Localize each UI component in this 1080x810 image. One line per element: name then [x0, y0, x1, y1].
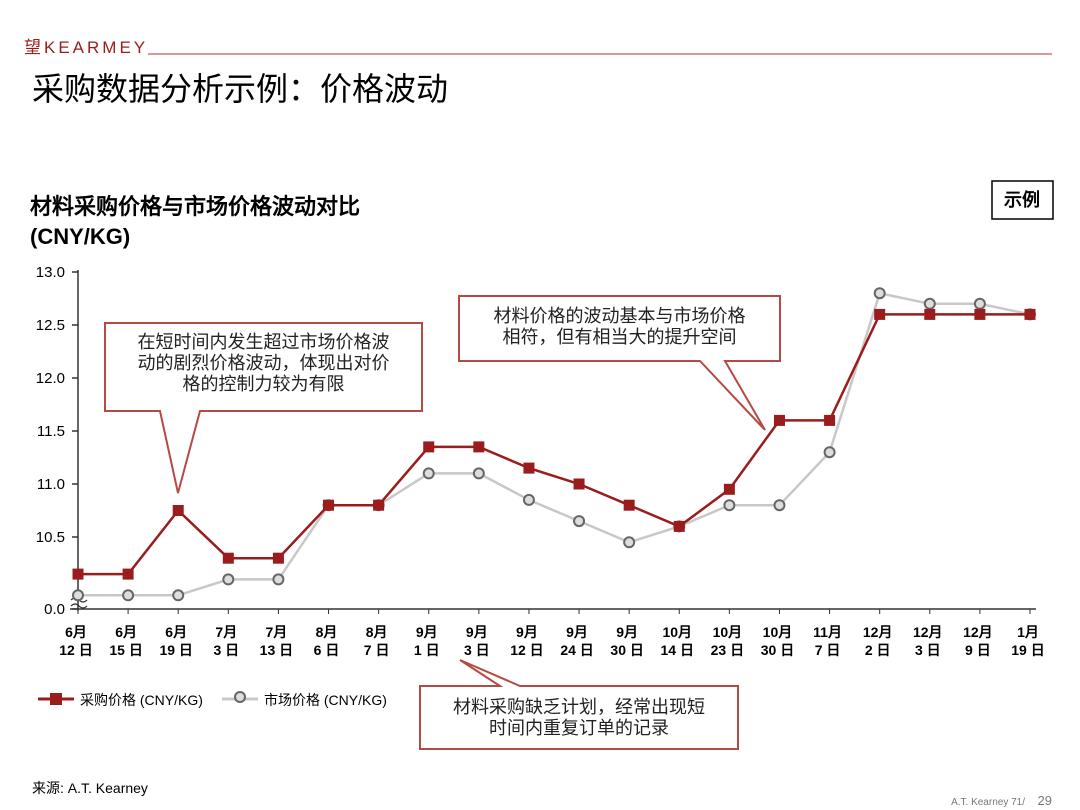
y-tick-label: 10.5: [36, 529, 65, 546]
marker: [773, 499, 786, 512]
marker: [172, 589, 185, 602]
annotation: 材料采购缺乏计划，经常出现短 时间内重复订单的记录: [453, 697, 705, 738]
chart-subtitle: (CNY/KG): [30, 224, 130, 249]
source: 来源: A.T. Kearney: [32, 780, 148, 796]
marker: [973, 297, 986, 310]
x-tick-label: 9月 24 日: [560, 624, 594, 658]
marker: [72, 568, 84, 580]
x-tick-label: 12月 3 日: [912, 624, 943, 658]
marker: [623, 536, 636, 549]
y-tick-label: 12.0: [36, 370, 65, 387]
y-tick-label: 11.5: [37, 423, 65, 440]
marker: [323, 499, 335, 511]
y-tick-label: 11.0: [37, 476, 65, 493]
marker: [974, 308, 986, 320]
logo-mark: 望: [24, 38, 41, 57]
marker: [472, 467, 485, 480]
badge-box: [991, 180, 1054, 220]
marker: [1024, 308, 1036, 320]
callout-box: [104, 322, 423, 494]
x-tick-label: 9月 1 日: [413, 624, 440, 658]
x-tick-label: 6月 19 日: [159, 624, 193, 658]
marker: [423, 441, 435, 453]
marker: [874, 308, 886, 320]
y-tick-label: 12.5: [36, 317, 65, 334]
marker: [723, 483, 735, 495]
x-tick-label: 7月 13 日: [259, 624, 294, 658]
series-line: [78, 313, 1030, 576]
y-tick-label: 13.0: [36, 264, 65, 281]
legend-marker: [50, 693, 62, 705]
x-tick-label: 9月 30 日: [610, 624, 644, 658]
y-tick-label: 0.0: [44, 601, 65, 618]
x-tick-label: 10月 23 日: [710, 624, 745, 658]
marker: [573, 515, 586, 528]
x-tick-label: 9月 12 日: [510, 624, 544, 658]
x-tick-label: 11月 7 日: [813, 624, 842, 658]
marker: [122, 568, 134, 580]
marker: [522, 493, 535, 506]
badge: 示例: [1004, 189, 1040, 210]
series-line: [78, 291, 1031, 597]
marker: [673, 520, 685, 532]
annotation: 在短时间内发生超过市场价格波 动的剧烈价格波动，体现出对价 格的控制力较为有限: [137, 332, 390, 394]
marker: [924, 308, 936, 320]
marker: [222, 552, 234, 564]
marker: [773, 414, 785, 426]
x-tick-label: 8月 6 日: [313, 624, 340, 658]
x-tick-label: 7月 3 日: [213, 624, 240, 658]
x-tick-label: 6月 15 日: [109, 624, 143, 658]
x-tick-label: 6月 12 日: [59, 624, 93, 658]
footer-text: A.T. Kearney 71/: [951, 797, 1025, 808]
x-tick-label: 9月 3 日: [463, 624, 490, 658]
marker: [222, 573, 235, 586]
marker: [373, 499, 385, 511]
page-title: 采购数据分析示例：价格波动: [32, 71, 448, 107]
marker: [122, 589, 135, 602]
marker: [723, 499, 736, 512]
marker: [272, 573, 285, 586]
marker: [873, 287, 886, 300]
x-tick-label: 1月 19 日: [1011, 624, 1045, 658]
x-tick-label: 10月 30 日: [760, 624, 795, 658]
marker: [824, 414, 836, 426]
marker: [422, 467, 435, 480]
legend-marker: [234, 691, 246, 703]
marker: [523, 462, 535, 474]
x-tick-label: 12月 9 日: [963, 624, 993, 658]
chart-title: 材料采购价格与市场价格波动对比: [30, 194, 360, 219]
marker: [72, 589, 84, 602]
marker: [923, 297, 936, 310]
annotation: 材料价格的波动基本与市场价格 相符，但有相当大的提升空间: [493, 306, 746, 347]
page-number: 29: [1038, 793, 1052, 808]
callout-box: [419, 659, 739, 750]
marker: [272, 552, 284, 564]
x-tick-label: 8月 7 日: [363, 624, 390, 658]
marker: [623, 499, 635, 511]
marker: [823, 446, 836, 459]
callout-box: [458, 295, 781, 431]
legend-label: 采购价格 (CNY/KG): [80, 692, 203, 708]
marker: [172, 505, 184, 516]
marker: [573, 478, 585, 490]
x-tick-label: 10月 14 日: [660, 624, 694, 658]
legend-label: 市场价格 (CNY/KG): [264, 692, 387, 708]
logo-text: KEARMEY: [44, 38, 148, 57]
x-tick-label: 12月 2 日: [862, 624, 893, 658]
marker: [473, 441, 485, 453]
